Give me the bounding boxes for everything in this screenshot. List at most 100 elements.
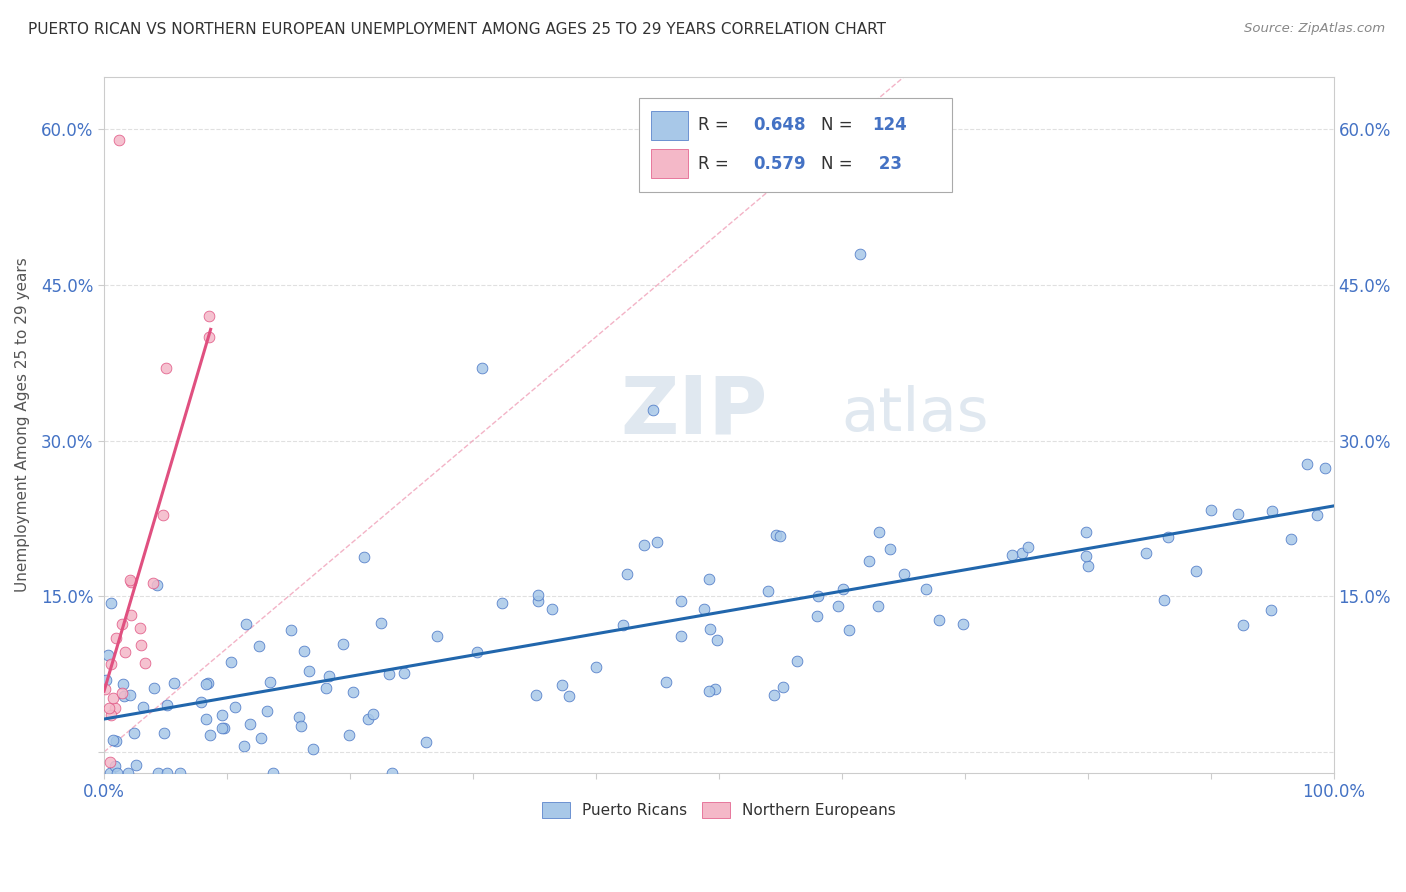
Point — [125, 758, 148, 772]
Point — [256, 704, 278, 718]
Point — [211, 721, 233, 735]
Point — [756, 583, 779, 598]
Point — [239, 716, 262, 731]
Point — [868, 599, 890, 614]
Point — [807, 589, 830, 603]
Point — [1260, 603, 1282, 617]
Point — [699, 623, 721, 637]
Text: N =: N = — [821, 154, 858, 173]
Point — [112, 689, 135, 703]
Point — [370, 616, 392, 631]
Point — [219, 655, 242, 669]
Point — [769, 529, 792, 543]
Point — [377, 667, 399, 681]
Point — [465, 645, 488, 659]
Point — [337, 728, 360, 742]
Point — [224, 700, 246, 714]
Point — [551, 677, 574, 691]
Text: Source: ZipAtlas.com: Source: ZipAtlas.com — [1244, 22, 1385, 36]
Point — [148, 765, 170, 780]
Point — [669, 628, 692, 642]
Point — [197, 309, 219, 323]
Point — [194, 677, 217, 691]
Point — [1074, 549, 1097, 563]
Point — [153, 726, 176, 740]
Point — [762, 688, 785, 702]
Text: atlas: atlas — [842, 385, 990, 444]
Point — [143, 681, 166, 695]
Point — [233, 739, 256, 753]
Point — [198, 728, 221, 742]
Text: N =: N = — [821, 116, 858, 134]
Point — [288, 710, 311, 724]
Point — [292, 644, 315, 658]
Text: ZIP: ZIP — [620, 372, 768, 450]
Point — [101, 691, 124, 706]
Point — [211, 707, 233, 722]
Point — [298, 664, 321, 678]
Point — [426, 629, 449, 643]
Point — [1306, 508, 1329, 522]
Point — [101, 733, 124, 747]
Point — [868, 524, 890, 539]
Point — [914, 582, 936, 596]
Point — [100, 765, 122, 780]
Point — [280, 624, 302, 638]
Point — [1000, 548, 1022, 562]
Point — [832, 582, 855, 596]
Point — [415, 735, 437, 749]
Point — [156, 698, 179, 712]
Point — [669, 593, 692, 607]
Point — [146, 578, 169, 592]
Text: 0.648: 0.648 — [754, 116, 806, 134]
Text: 0.579: 0.579 — [754, 154, 806, 173]
Point — [332, 637, 354, 651]
Text: PUERTO RICAN VS NORTHERN EUROPEAN UNEMPLOYMENT AMONG AGES 25 TO 29 YEARS CORRELA: PUERTO RICAN VS NORTHERN EUROPEAN UNEMPL… — [28, 22, 886, 37]
Point — [491, 596, 513, 610]
Point — [262, 765, 284, 780]
Point — [117, 765, 139, 780]
Point — [1199, 503, 1222, 517]
Point — [94, 673, 117, 688]
Point — [772, 680, 794, 694]
Point — [163, 676, 186, 690]
Point — [100, 707, 122, 722]
Point — [541, 601, 564, 615]
Point — [98, 756, 121, 770]
Point — [1261, 504, 1284, 518]
Point — [155, 361, 177, 376]
Point — [838, 623, 860, 637]
Point — [952, 616, 974, 631]
Point — [585, 660, 607, 674]
Legend: Puerto Ricans, Northern Europeans: Puerto Ricans, Northern Europeans — [536, 796, 901, 824]
Point — [1185, 564, 1208, 578]
Point — [129, 638, 152, 652]
Point — [152, 508, 174, 523]
Point — [302, 742, 325, 756]
Point — [1017, 540, 1039, 554]
Point — [195, 712, 218, 726]
Point — [353, 549, 375, 564]
Point — [142, 575, 165, 590]
Point — [169, 765, 191, 780]
Point — [527, 588, 550, 602]
Point — [120, 688, 142, 702]
Point — [1153, 593, 1175, 607]
Point — [1313, 460, 1336, 475]
Point — [1135, 546, 1157, 560]
Point — [1279, 533, 1302, 547]
Point — [120, 575, 142, 590]
Point — [100, 595, 122, 609]
Point — [93, 681, 115, 696]
Bar — [651, 149, 688, 178]
Point — [381, 765, 404, 780]
Point — [765, 528, 787, 542]
Point — [361, 706, 384, 721]
Point — [107, 133, 129, 147]
Point — [699, 572, 721, 586]
Point — [893, 567, 915, 582]
Point — [526, 594, 548, 608]
Point — [100, 657, 122, 672]
Point — [190, 694, 212, 708]
Point — [558, 689, 581, 703]
